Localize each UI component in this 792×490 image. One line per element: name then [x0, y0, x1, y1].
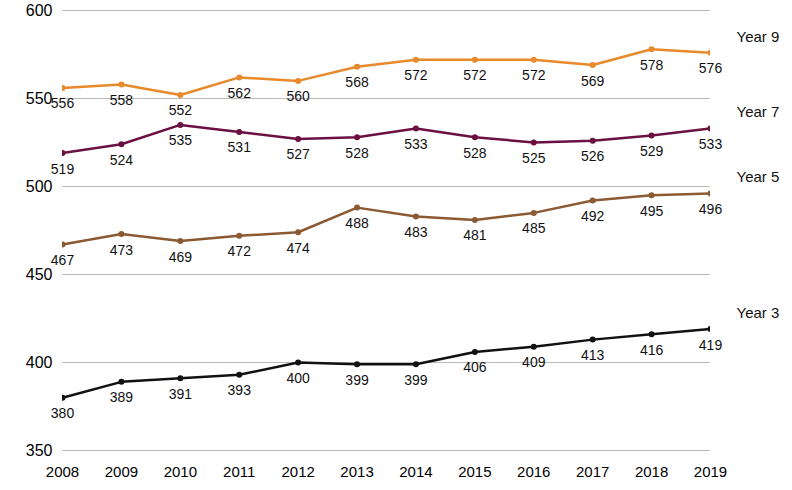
svg-text:526: 526: [581, 148, 605, 164]
svg-text:419: 419: [699, 337, 723, 353]
svg-text:399: 399: [345, 372, 369, 388]
svg-text:474: 474: [286, 240, 310, 256]
svg-text:550: 550: [26, 90, 53, 107]
svg-text:560: 560: [286, 88, 310, 104]
svg-text:572: 572: [404, 67, 428, 83]
svg-text:450: 450: [26, 266, 53, 283]
svg-text:600: 600: [26, 2, 53, 19]
svg-text:2009: 2009: [105, 463, 138, 480]
svg-text:558: 558: [110, 92, 134, 108]
svg-text:391: 391: [169, 386, 193, 402]
svg-text:481: 481: [463, 227, 487, 243]
svg-text:562: 562: [228, 85, 252, 101]
svg-text:473: 473: [110, 242, 134, 258]
svg-text:578: 578: [640, 57, 664, 73]
svg-text:572: 572: [463, 67, 487, 83]
svg-text:467: 467: [51, 252, 75, 268]
svg-text:469: 469: [169, 249, 193, 265]
svg-text:572: 572: [522, 67, 546, 83]
svg-text:2012: 2012: [281, 463, 314, 480]
svg-text:2017: 2017: [576, 463, 609, 480]
svg-text:350: 350: [26, 442, 53, 459]
svg-text:Year 3: Year 3: [737, 304, 780, 321]
svg-text:Year 7: Year 7: [737, 103, 780, 120]
svg-text:535: 535: [169, 132, 193, 148]
svg-text:2013: 2013: [340, 463, 373, 480]
svg-text:2010: 2010: [164, 463, 197, 480]
svg-text:556: 556: [51, 95, 75, 111]
svg-text:2016: 2016: [517, 463, 550, 480]
svg-text:524: 524: [110, 152, 134, 168]
svg-text:531: 531: [228, 139, 252, 155]
svg-text:400: 400: [26, 354, 53, 371]
svg-text:569: 569: [581, 73, 605, 89]
svg-text:528: 528: [463, 145, 487, 161]
svg-text:525: 525: [522, 150, 546, 166]
svg-text:409: 409: [522, 354, 546, 370]
svg-text:Year 5: Year 5: [737, 168, 780, 185]
svg-text:416: 416: [640, 342, 664, 358]
svg-text:399: 399: [404, 372, 428, 388]
svg-text:413: 413: [581, 347, 605, 363]
svg-text:2015: 2015: [458, 463, 491, 480]
svg-text:519: 519: [51, 161, 75, 177]
svg-text:472: 472: [228, 243, 252, 259]
svg-text:393: 393: [228, 382, 252, 398]
svg-text:2008: 2008: [46, 463, 79, 480]
svg-text:576: 576: [699, 60, 723, 76]
svg-text:568: 568: [345, 74, 369, 90]
svg-text:527: 527: [286, 146, 310, 162]
svg-text:2018: 2018: [635, 463, 668, 480]
svg-text:380: 380: [51, 405, 75, 421]
svg-text:500: 500: [26, 178, 53, 195]
svg-text:528: 528: [345, 145, 369, 161]
svg-text:488: 488: [345, 215, 369, 231]
svg-text:2019: 2019: [694, 463, 727, 480]
svg-text:400: 400: [286, 370, 310, 386]
svg-text:495: 495: [640, 203, 664, 219]
svg-text:Year 9: Year 9: [737, 28, 780, 45]
svg-text:552: 552: [169, 102, 193, 118]
svg-text:496: 496: [699, 201, 723, 217]
svg-text:406: 406: [463, 359, 487, 375]
svg-text:485: 485: [522, 220, 546, 236]
svg-text:2011: 2011: [223, 463, 255, 480]
svg-text:389: 389: [110, 389, 134, 405]
svg-text:2014: 2014: [399, 463, 432, 480]
svg-text:483: 483: [404, 224, 428, 240]
svg-text:533: 533: [404, 136, 428, 152]
svg-text:529: 529: [640, 143, 664, 159]
svg-text:492: 492: [581, 208, 605, 224]
svg-text:533: 533: [699, 136, 723, 152]
